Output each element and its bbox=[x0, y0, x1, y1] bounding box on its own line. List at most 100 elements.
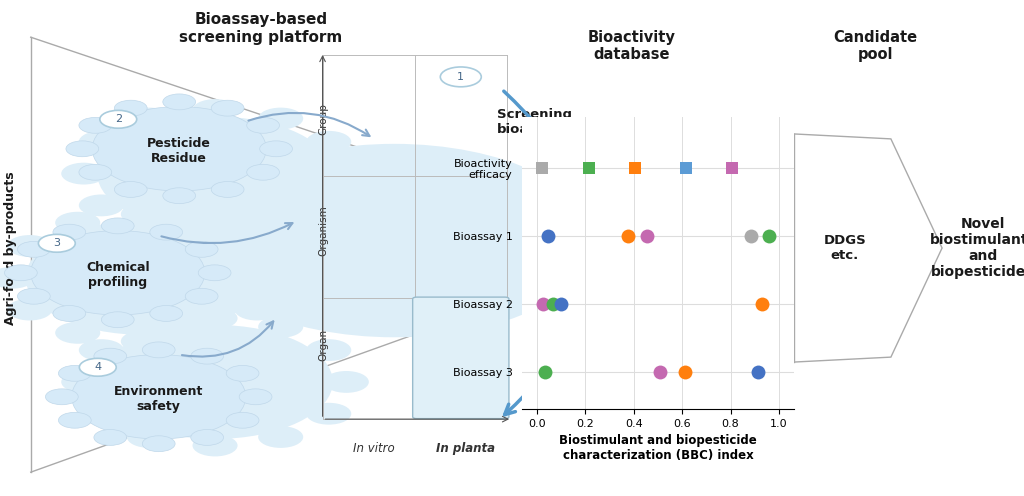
Circle shape bbox=[26, 221, 261, 335]
Circle shape bbox=[440, 67, 481, 87]
Circle shape bbox=[306, 339, 351, 361]
Text: Novel
biostimulants
and
biopesticides: Novel biostimulants and biopesticides bbox=[930, 217, 1024, 279]
Circle shape bbox=[281, 172, 326, 194]
Circle shape bbox=[251, 181, 486, 295]
Circle shape bbox=[58, 366, 91, 381]
Text: Pesticide
Residue: Pesticide Residue bbox=[147, 137, 211, 165]
Circle shape bbox=[7, 299, 52, 320]
Circle shape bbox=[460, 195, 505, 217]
Circle shape bbox=[97, 117, 333, 231]
Circle shape bbox=[306, 403, 351, 425]
Circle shape bbox=[127, 108, 172, 129]
Circle shape bbox=[53, 224, 86, 240]
Circle shape bbox=[412, 172, 457, 194]
Circle shape bbox=[17, 288, 50, 304]
Circle shape bbox=[79, 131, 124, 153]
Text: 4: 4 bbox=[94, 362, 101, 372]
Circle shape bbox=[215, 227, 260, 249]
Circle shape bbox=[163, 94, 196, 110]
Circle shape bbox=[79, 403, 124, 425]
Text: DDGS
etc.: DDGS etc. bbox=[823, 234, 866, 262]
Circle shape bbox=[115, 182, 147, 197]
Circle shape bbox=[324, 163, 369, 185]
Circle shape bbox=[412, 282, 457, 304]
Circle shape bbox=[127, 218, 172, 240]
Circle shape bbox=[226, 412, 259, 428]
Text: 3: 3 bbox=[53, 238, 60, 248]
Circle shape bbox=[232, 259, 278, 281]
Circle shape bbox=[150, 224, 182, 240]
Circle shape bbox=[258, 108, 303, 129]
Text: Organism: Organism bbox=[318, 205, 329, 256]
Circle shape bbox=[193, 226, 238, 248]
Circle shape bbox=[17, 242, 50, 257]
Circle shape bbox=[127, 316, 172, 338]
Circle shape bbox=[460, 259, 505, 281]
Text: Screening
bioassays: Screening bioassays bbox=[497, 108, 571, 135]
Circle shape bbox=[190, 430, 223, 445]
Circle shape bbox=[234, 299, 280, 320]
Circle shape bbox=[61, 163, 106, 185]
Circle shape bbox=[190, 348, 223, 364]
Circle shape bbox=[150, 306, 182, 321]
Circle shape bbox=[80, 358, 117, 376]
Circle shape bbox=[79, 164, 112, 180]
Circle shape bbox=[240, 389, 272, 405]
Circle shape bbox=[306, 194, 351, 216]
Circle shape bbox=[199, 265, 231, 281]
Circle shape bbox=[94, 348, 127, 364]
Circle shape bbox=[79, 339, 124, 361]
Circle shape bbox=[247, 118, 280, 133]
Circle shape bbox=[55, 322, 100, 344]
FancyArrowPatch shape bbox=[504, 91, 592, 415]
Circle shape bbox=[101, 312, 134, 328]
Circle shape bbox=[185, 242, 218, 257]
Text: Organ: Organ bbox=[318, 329, 329, 361]
Circle shape bbox=[258, 426, 303, 448]
Text: Agri-food by-products: Agri-food by-products bbox=[4, 171, 16, 325]
Circle shape bbox=[211, 100, 244, 116]
FancyArrowPatch shape bbox=[162, 223, 293, 243]
Circle shape bbox=[121, 203, 166, 225]
Text: Group: Group bbox=[318, 103, 329, 135]
Circle shape bbox=[31, 231, 205, 315]
Circle shape bbox=[4, 265, 37, 281]
Circle shape bbox=[211, 182, 244, 197]
Text: Chemical
profiling: Chemical profiling bbox=[86, 261, 150, 289]
Text: Candidate
pool: Candidate pool bbox=[834, 30, 918, 62]
Circle shape bbox=[79, 118, 112, 133]
Circle shape bbox=[258, 316, 303, 338]
Circle shape bbox=[58, 412, 91, 428]
Text: 1: 1 bbox=[458, 72, 464, 82]
Circle shape bbox=[186, 322, 231, 344]
Circle shape bbox=[185, 288, 218, 304]
Circle shape bbox=[79, 194, 124, 216]
Circle shape bbox=[195, 144, 594, 337]
Circle shape bbox=[234, 235, 280, 257]
Circle shape bbox=[127, 426, 172, 448]
Circle shape bbox=[101, 218, 134, 234]
Circle shape bbox=[94, 430, 127, 445]
Text: 2: 2 bbox=[115, 114, 122, 124]
Circle shape bbox=[61, 371, 106, 393]
Circle shape bbox=[247, 164, 280, 180]
Circle shape bbox=[7, 235, 52, 257]
Circle shape bbox=[252, 267, 297, 289]
Circle shape bbox=[193, 99, 238, 121]
Circle shape bbox=[258, 218, 303, 240]
Circle shape bbox=[121, 330, 166, 352]
Circle shape bbox=[142, 342, 175, 358]
Circle shape bbox=[39, 234, 76, 252]
Circle shape bbox=[99, 111, 136, 128]
Text: Bioassay-based
screening platform: Bioassay-based screening platform bbox=[179, 12, 343, 45]
FancyArrowPatch shape bbox=[249, 113, 370, 136]
X-axis label: Biostimulant and biopesticide
characterization (BBC) index: Biostimulant and biopesticide characteri… bbox=[559, 434, 757, 462]
Circle shape bbox=[115, 100, 147, 116]
Circle shape bbox=[306, 131, 351, 153]
FancyArrowPatch shape bbox=[182, 321, 273, 357]
FancyBboxPatch shape bbox=[413, 297, 509, 419]
Circle shape bbox=[55, 212, 100, 234]
Circle shape bbox=[186, 212, 231, 234]
Circle shape bbox=[193, 434, 238, 456]
Circle shape bbox=[324, 371, 369, 393]
